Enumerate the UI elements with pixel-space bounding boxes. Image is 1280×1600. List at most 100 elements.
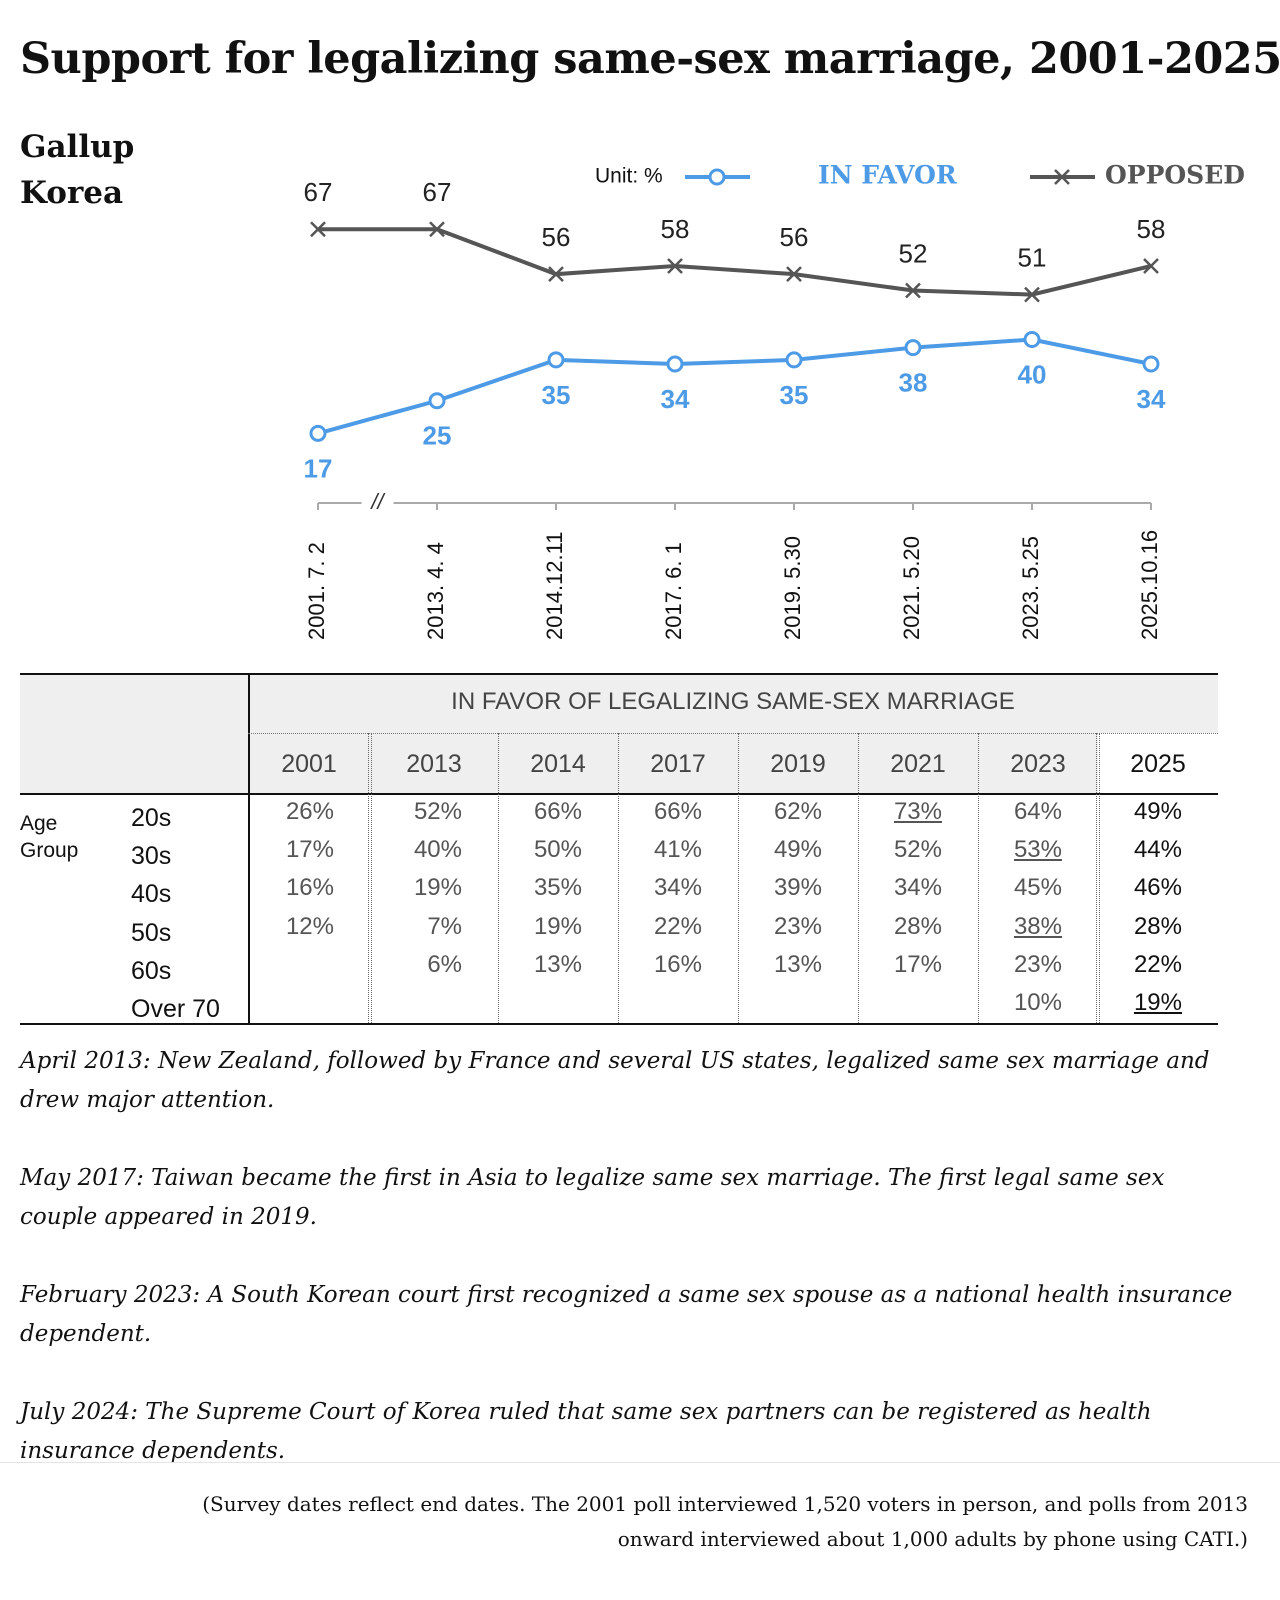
table-cell: 53% bbox=[1013, 836, 1062, 864]
rule bbox=[20, 793, 1218, 795]
column-header: 2017 bbox=[650, 750, 706, 778]
data-point bbox=[786, 266, 802, 283]
column-header: 2001 bbox=[281, 750, 337, 778]
table-cell: 12% bbox=[285, 912, 334, 940]
row-label: 50s bbox=[131, 918, 172, 947]
column-separator bbox=[498, 733, 499, 1023]
table-cell: 13% bbox=[533, 950, 582, 978]
legend-label: OPPOSED bbox=[1105, 161, 1245, 190]
data-point bbox=[548, 266, 564, 283]
table-cell: 23% bbox=[1013, 950, 1062, 978]
table-cell: 28% bbox=[893, 912, 942, 940]
data-point bbox=[1142, 355, 1160, 373]
table-cell: 34% bbox=[893, 874, 942, 902]
table-cell: 41% bbox=[653, 836, 702, 864]
x-tick-label: 2017. 6. 1 bbox=[661, 542, 686, 640]
x-tick-label: 2013. 4. 4 bbox=[423, 542, 448, 640]
note: May 2017: Taiwan became the first in Asi… bbox=[20, 1165, 1165, 1230]
series-line bbox=[318, 227, 1152, 297]
column-header: 2025 bbox=[1130, 750, 1186, 778]
data-point bbox=[1023, 331, 1041, 348]
data-point bbox=[785, 351, 803, 369]
row-label: 40s bbox=[131, 880, 172, 909]
table-cell: 23% bbox=[773, 912, 822, 940]
row-group-label: Group bbox=[20, 839, 79, 862]
data-label: 38 bbox=[899, 368, 928, 398]
column-separator bbox=[368, 733, 372, 1023]
table-cell: 28% bbox=[1133, 912, 1182, 940]
header-bg-last bbox=[1098, 733, 1218, 793]
rule bbox=[248, 733, 1218, 734]
column-header: 2013 bbox=[406, 750, 462, 778]
column-separator bbox=[738, 733, 739, 1023]
table-cell: 19% bbox=[1133, 989, 1182, 1016]
data-point bbox=[1024, 286, 1040, 303]
row-label: Over 70 bbox=[131, 995, 220, 1023]
row-group-label: Age bbox=[20, 812, 58, 835]
table-cell: 13% bbox=[773, 950, 822, 978]
unit-label: Unit: % bbox=[595, 165, 663, 188]
data-label: 52 bbox=[899, 238, 928, 268]
data-label: 56 bbox=[542, 222, 571, 252]
row-label: 20s bbox=[131, 804, 172, 832]
data-point bbox=[667, 258, 683, 274]
table-cell: 17% bbox=[285, 836, 334, 864]
table-cell: 45% bbox=[1013, 874, 1062, 902]
data-label: 25 bbox=[423, 421, 452, 451]
table-cell: 10% bbox=[1013, 989, 1062, 1016]
table-cell: 66% bbox=[533, 798, 582, 825]
data-label: 34 bbox=[661, 384, 690, 414]
data-label: 56 bbox=[780, 222, 809, 252]
x-tick-label: 2021. 5.20 bbox=[899, 536, 924, 640]
column-separator bbox=[1096, 733, 1100, 1023]
table-cell: 73% bbox=[893, 798, 942, 825]
page-title: Support for legalizing same-sex marriage… bbox=[20, 34, 1280, 84]
legend-label: IN FAVOR bbox=[818, 161, 957, 190]
table-cell: 34% bbox=[653, 874, 702, 902]
data-point bbox=[310, 221, 326, 238]
chart: // 2001. 7. 2 2013. 4. 4 2014.12.11 2017. 6.… bbox=[304, 161, 1245, 641]
data-label: 35 bbox=[542, 380, 571, 410]
data-point bbox=[1143, 258, 1159, 274]
legend-marker bbox=[1054, 169, 1070, 185]
note: February 2023: A South Korean court firs… bbox=[20, 1282, 1233, 1347]
rule bbox=[20, 673, 1218, 675]
table-cell: 49% bbox=[773, 836, 822, 864]
table-cell: 52% bbox=[893, 836, 942, 864]
table-cell: 44% bbox=[1133, 836, 1182, 864]
table-cell: 64% bbox=[1013, 798, 1062, 825]
table-cell: 19% bbox=[533, 912, 582, 940]
data-point bbox=[309, 424, 327, 442]
table-cell: 22% bbox=[653, 912, 702, 940]
notes: April 2013: New Zealand, followed by Fra… bbox=[20, 1042, 1235, 1510]
table-cell: 22% bbox=[1133, 950, 1182, 978]
rule bbox=[20, 1023, 1218, 1025]
source-line: Gallup bbox=[20, 129, 135, 165]
series-line bbox=[317, 337, 1152, 436]
table-cell: 7% bbox=[427, 912, 462, 940]
note: July 2024: The Supreme Court of Korea ru… bbox=[20, 1399, 1152, 1464]
table-cell: 16% bbox=[653, 950, 702, 978]
table-cell: 52% bbox=[413, 798, 462, 825]
data-point bbox=[429, 221, 445, 238]
axis-break: // bbox=[369, 489, 385, 514]
row-label: 30s bbox=[131, 842, 172, 871]
data-point bbox=[547, 351, 565, 369]
table-cell: 38% bbox=[1013, 912, 1062, 940]
data-point bbox=[904, 339, 922, 357]
x-tick-label: 2014.12.11 bbox=[542, 532, 567, 640]
legend-marker bbox=[708, 168, 726, 186]
data-point bbox=[666, 355, 684, 373]
table-cell: 16% bbox=[285, 874, 334, 902]
table-cell: 39% bbox=[773, 874, 822, 902]
column-header: 2021 bbox=[890, 750, 946, 778]
data-label: 35 bbox=[780, 380, 809, 410]
source-line: Korea bbox=[20, 175, 124, 211]
x-tick-label: 2025.10.16 bbox=[1137, 530, 1162, 640]
data-label: 58 bbox=[1137, 214, 1166, 244]
table-cell: 19% bbox=[413, 874, 462, 902]
table-cell: 26% bbox=[285, 798, 334, 825]
data-point bbox=[905, 282, 921, 299]
table-cell: 66% bbox=[653, 798, 702, 825]
